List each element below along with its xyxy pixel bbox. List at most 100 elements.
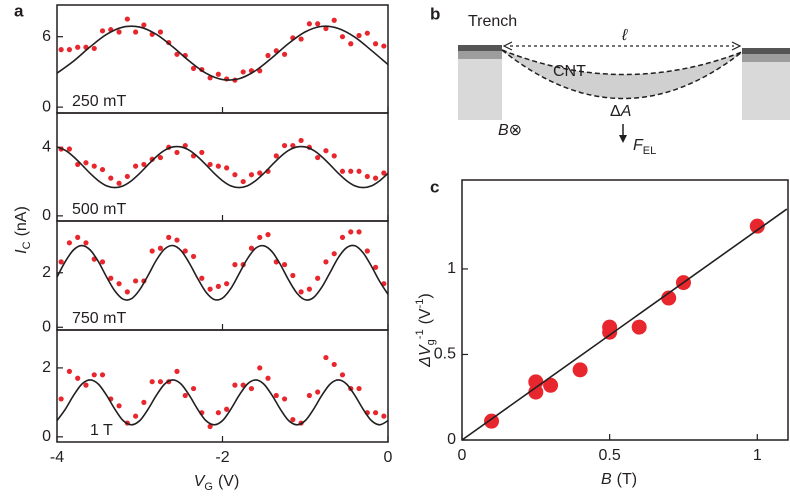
data-point	[348, 168, 354, 174]
label-part: (V)	[218, 473, 239, 490]
label-part: )	[417, 293, 434, 298]
data-point	[99, 166, 106, 173]
data-point	[265, 375, 271, 381]
data-point	[339, 34, 346, 40]
y-tick-label: 2	[42, 264, 51, 281]
data-point	[381, 170, 387, 176]
label-part: (nA)	[13, 206, 30, 236]
data-point	[572, 362, 588, 378]
area-label: ΔA	[610, 103, 631, 120]
data-point	[631, 319, 647, 335]
cnt-label: CNT	[553, 63, 586, 80]
data-point	[182, 248, 188, 254]
data-point	[273, 392, 279, 399]
data-point	[224, 281, 230, 287]
data-point	[141, 161, 147, 168]
data-point	[290, 142, 296, 149]
label-part: -1	[414, 299, 426, 309]
data-point	[166, 234, 172, 240]
data-point	[339, 372, 346, 378]
x-tick-label: 1	[753, 447, 762, 464]
field-annotation: 250 mT	[72, 93, 126, 110]
data-point	[331, 153, 337, 159]
data-point	[116, 29, 122, 35]
data-point	[257, 170, 263, 176]
data-point	[240, 69, 246, 75]
cnt-rest	[501, 49, 743, 76]
data-point	[83, 382, 89, 388]
data-point	[323, 354, 329, 361]
data-point	[75, 44, 81, 50]
data-point	[75, 375, 81, 381]
data-point	[190, 65, 197, 71]
data-point	[281, 142, 288, 149]
force-subscript: EL	[643, 145, 656, 157]
x-tick-label: -4	[50, 449, 64, 466]
axis-label: B (T)	[601, 471, 637, 488]
axis-label: VG (V)	[194, 473, 240, 493]
y-tick-label: 1	[447, 260, 456, 277]
y-tick-label: 0	[447, 431, 456, 448]
data-point	[75, 161, 81, 168]
model-curve	[56, 145, 389, 189]
axis-label: IC (nA)	[13, 206, 33, 254]
data-point	[141, 22, 147, 28]
electrode-left	[458, 45, 502, 51]
layer-left	[458, 51, 502, 59]
data-point	[190, 385, 197, 392]
data-point	[66, 146, 73, 152]
data-point	[215, 71, 221, 77]
data-point	[124, 173, 130, 180]
data-point	[356, 229, 362, 235]
data-point	[174, 149, 180, 156]
data-point	[215, 163, 221, 169]
data-point	[149, 156, 155, 162]
label-part: (T)	[617, 471, 637, 488]
data-point	[306, 392, 312, 399]
force-label: FEL	[633, 137, 656, 157]
data-point	[315, 389, 321, 395]
label-part: B	[601, 471, 612, 488]
data-point	[182, 392, 188, 399]
label-part: (V	[417, 308, 434, 324]
data-point	[58, 47, 64, 53]
data-point	[124, 289, 130, 295]
data-point	[116, 403, 122, 409]
data-point	[58, 396, 64, 402]
data-point	[174, 237, 180, 243]
data-point	[99, 259, 106, 265]
data-point	[484, 413, 500, 429]
data-point	[248, 385, 255, 392]
data-point	[331, 361, 337, 368]
data-point	[133, 413, 139, 419]
trench-diagram: Trench ℓ CNT ΔA B⊗ FEL	[458, 13, 790, 157]
data-point	[265, 232, 271, 238]
panel-label: c	[430, 177, 439, 196]
field-annotation: 1 T	[90, 422, 113, 439]
field-symbol: B	[498, 122, 509, 139]
data-point	[356, 168, 362, 174]
data-point	[290, 417, 296, 423]
data-point	[364, 173, 370, 180]
y-tick-label: 4	[42, 139, 51, 156]
data-point	[315, 21, 321, 27]
data-point	[116, 180, 122, 186]
y-tick-label: 0	[42, 318, 51, 335]
fit-line	[461, 208, 788, 441]
data-point	[66, 47, 73, 53]
panel-label: a	[14, 1, 24, 20]
data-point	[215, 410, 221, 416]
data-point	[58, 259, 64, 265]
panel-label: b	[430, 4, 440, 23]
data-point	[257, 365, 263, 371]
data-point	[381, 413, 387, 419]
data-point	[83, 240, 89, 246]
data-point	[224, 165, 230, 171]
data-point	[298, 36, 304, 42]
data-point	[91, 45, 97, 52]
data-point	[149, 379, 155, 385]
label-part: I	[13, 249, 30, 254]
data-point	[339, 168, 346, 174]
area-symbol: A	[620, 103, 632, 120]
